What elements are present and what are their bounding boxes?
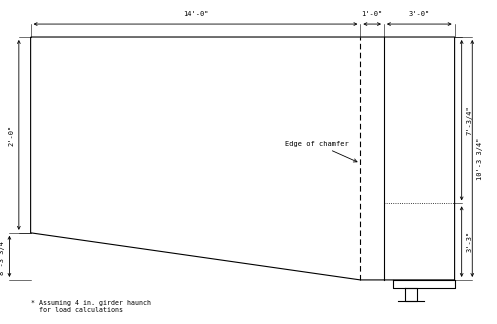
Text: 1'-0": 1'-0" bbox=[361, 11, 383, 17]
Text: 2'-0": 2'-0" bbox=[8, 124, 14, 145]
Text: 8'-3 3/4": 8'-3 3/4" bbox=[0, 237, 4, 275]
Text: Edge of chamfer: Edge of chamfer bbox=[285, 141, 357, 162]
Text: 3'-0": 3'-0" bbox=[409, 11, 430, 17]
Text: * Assuming 4 in. girder haunch
  for load calculations: * Assuming 4 in. girder haunch for load … bbox=[31, 300, 151, 313]
Text: 7'-3/4": 7'-3/4" bbox=[466, 105, 472, 135]
Text: 14'-0": 14'-0" bbox=[183, 11, 208, 17]
Text: 10'-3 3/4": 10'-3 3/4" bbox=[477, 137, 483, 180]
Text: 3'-3": 3'-3" bbox=[466, 231, 472, 252]
